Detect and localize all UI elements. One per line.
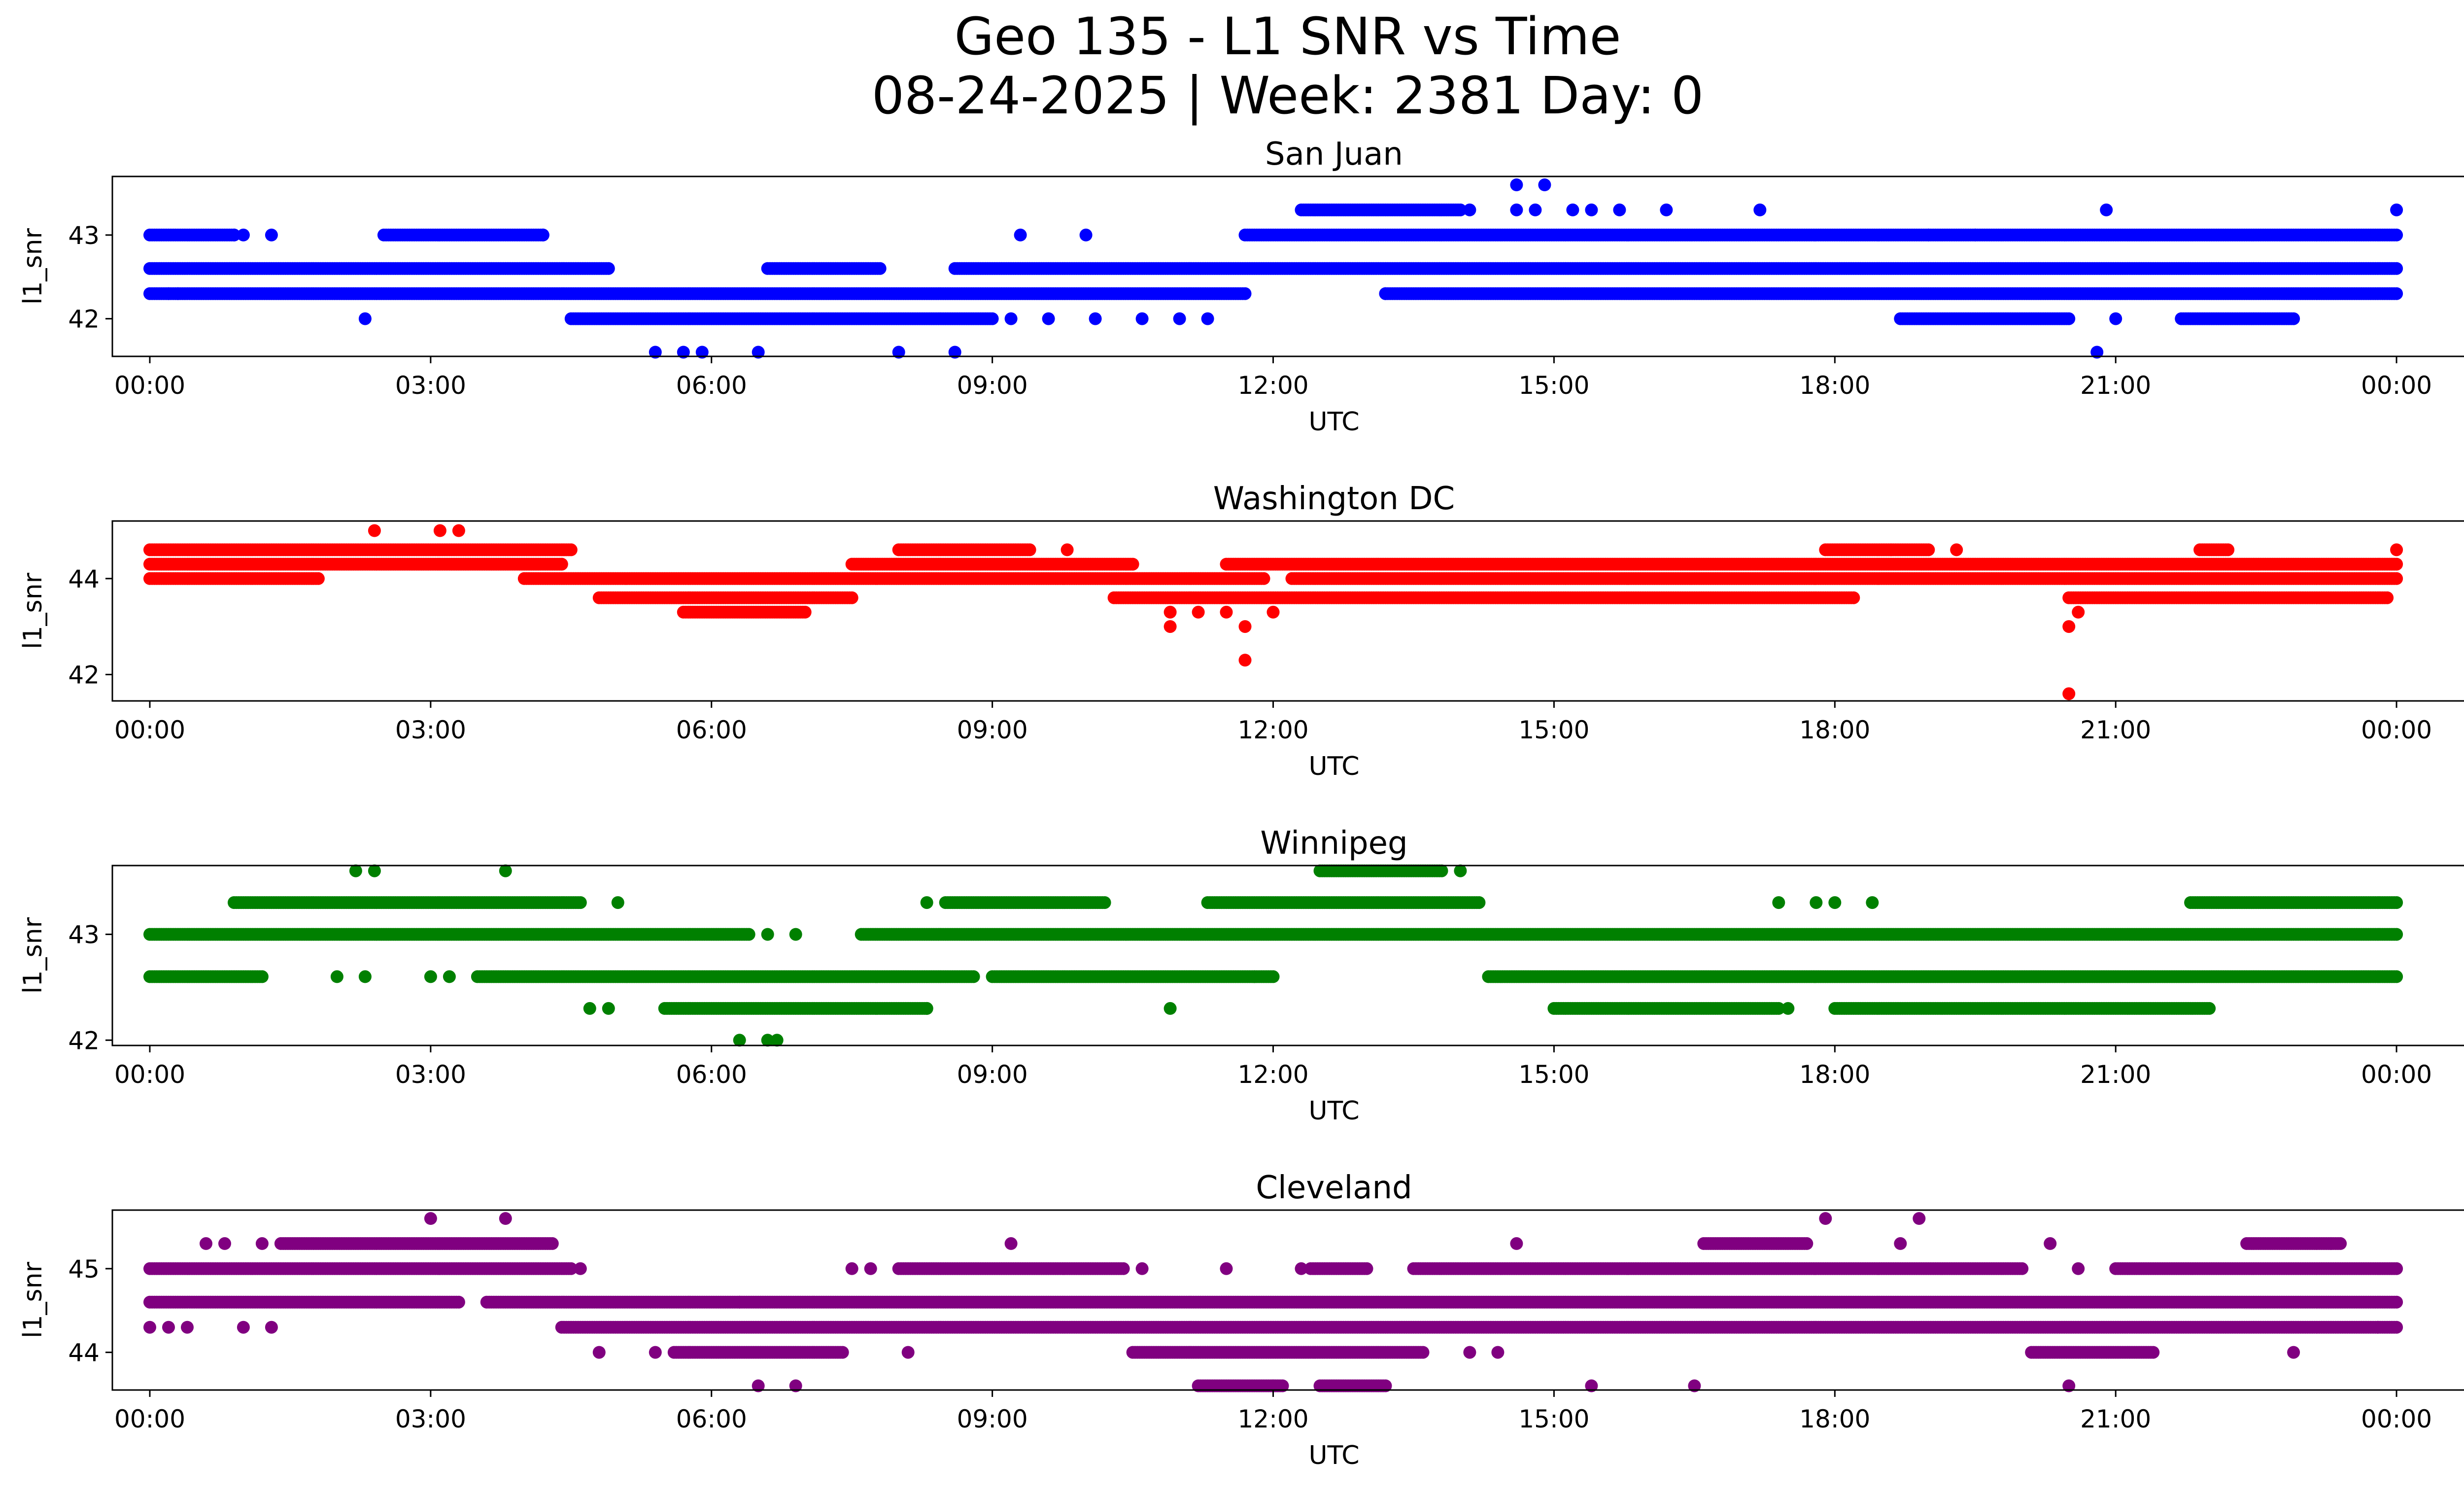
data-point (237, 228, 250, 242)
data-points (143, 178, 2403, 359)
data-point (1004, 312, 1018, 325)
subplot-title: San Juan (1265, 136, 1403, 173)
x-tick-label: 12:00 (1237, 371, 1308, 400)
data-point (602, 262, 615, 275)
data-point (1510, 203, 1523, 216)
x-tick-label: 21:00 (2080, 371, 2151, 400)
data-point (1660, 203, 1673, 216)
x-tick-label: 03:00 (395, 371, 466, 400)
x-tick-label: 09:00 (957, 371, 1028, 400)
figure-title: Geo 135 - L1 SNR vs Time (954, 6, 1621, 67)
data-point (171, 287, 184, 300)
data-point (358, 312, 372, 325)
subplot-title: Washington DC (1213, 481, 1455, 517)
data-point (2100, 203, 2113, 216)
data-point (555, 557, 568, 571)
data-point (1238, 287, 1252, 300)
data-point (873, 262, 887, 275)
data-point (1135, 312, 1149, 325)
data-point (986, 312, 999, 325)
data-point (1566, 203, 1579, 216)
data-point (1538, 178, 1551, 191)
data-point (1922, 543, 1935, 556)
data-point (1089, 312, 1102, 325)
data-points (143, 524, 2403, 700)
data-point (1257, 572, 1270, 585)
data-point (1613, 203, 1626, 216)
data-point (2062, 312, 2076, 325)
data-point (1529, 203, 1542, 216)
x-tick-label: 00:00 (114, 371, 185, 400)
data-point (1079, 228, 1093, 242)
data-point (1510, 178, 1523, 191)
data-point (2109, 312, 2122, 325)
data-point (2222, 543, 2235, 556)
y-tick-label: 43 (68, 221, 100, 250)
x-tick-label: 00:00 (2361, 371, 2432, 400)
data-point (265, 228, 278, 242)
data-point (1126, 557, 1139, 571)
data-point (1585, 203, 1598, 216)
data-point (1379, 287, 1392, 300)
data-point (1463, 203, 1476, 216)
x-tick-label: 06:00 (676, 371, 747, 400)
data-point (536, 228, 549, 242)
data-point (1922, 228, 1935, 242)
y-axis-label: l1_snr (18, 228, 48, 305)
x-tick-label: 15:00 (1518, 371, 1589, 400)
figure-subtitle: 08-24-2025 | Week: 2381 Day: 0 (871, 66, 1704, 126)
data-point (2390, 262, 2403, 275)
subplot-san-juan: San Juan 00:00 03:00 06:00 09:00 12:00 15:00 18… (18, 136, 2464, 437)
data-point (2390, 557, 2403, 571)
data-point (2390, 287, 2403, 300)
data-point (1023, 543, 1036, 556)
data-point (311, 572, 325, 585)
data-point (2287, 312, 2300, 325)
data-point (2390, 203, 2403, 216)
data-point (2390, 228, 2403, 242)
data-point (1969, 228, 1982, 242)
data-point (2390, 572, 2403, 585)
x-axis-label: UTC (1308, 407, 1359, 437)
data-point (1173, 312, 1186, 325)
data-point (1014, 228, 1027, 242)
y-tick-label: 42 (68, 305, 100, 334)
data-point (845, 591, 858, 604)
x-tick-label: 18:00 (1799, 371, 1870, 400)
data-point (564, 543, 578, 556)
data-point (1753, 203, 1767, 216)
data-point (1042, 312, 1055, 325)
data-point (1201, 312, 1214, 325)
